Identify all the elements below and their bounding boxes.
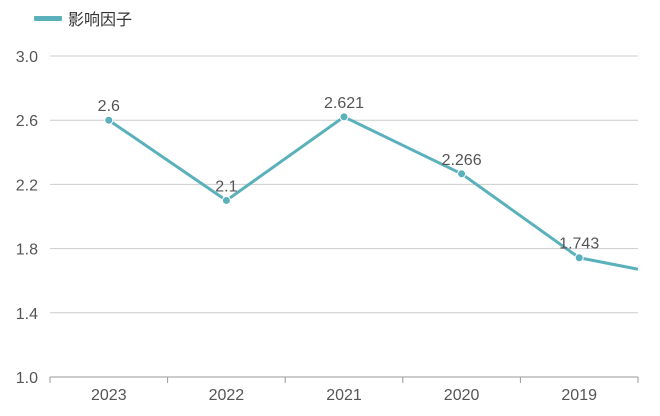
series-line (107, 115, 639, 271)
y-tick-label: 1.0 (16, 370, 38, 387)
data-points (104, 112, 584, 263)
data-label: 2.621 (324, 95, 364, 112)
data-point[interactable] (457, 169, 467, 179)
data-label: 1.743 (559, 236, 599, 253)
x-tick-label: 2020 (444, 387, 480, 404)
x-tick-label: 2022 (209, 387, 245, 404)
series-line-group (107, 115, 639, 271)
legend-swatch (34, 16, 62, 21)
y-axis-ticks: 1.0 1.4 1.8 2.2 2.6 3.0 (16, 49, 38, 387)
data-point[interactable] (574, 253, 584, 263)
legend[interactable]: 影响因子 (34, 10, 132, 29)
data-labels: 2.6 2.1 2.621 2.266 1.743 (98, 95, 600, 253)
x-tick-label: 2019 (561, 387, 597, 404)
y-tick-label: 2.6 (16, 113, 38, 130)
y-tick-label: 1.8 (16, 242, 38, 259)
x-axis-ticks: 2023 2022 2021 2020 2019 (49, 377, 639, 404)
x-tick-label: 2021 (326, 387, 362, 404)
y-tick-label: 2.2 (16, 177, 38, 194)
y-tick-label: 3.0 (16, 49, 38, 66)
legend-label: 影响因子 (68, 10, 132, 29)
y-tick-label: 1.4 (16, 306, 38, 323)
data-point[interactable] (339, 112, 349, 122)
x-tick-label: 2023 (91, 387, 127, 404)
data-label: 2.266 (442, 152, 482, 169)
data-label: 2.6 (98, 98, 120, 115)
data-label: 2.1 (215, 178, 237, 195)
data-point[interactable] (104, 115, 114, 125)
data-point[interactable] (221, 195, 231, 205)
